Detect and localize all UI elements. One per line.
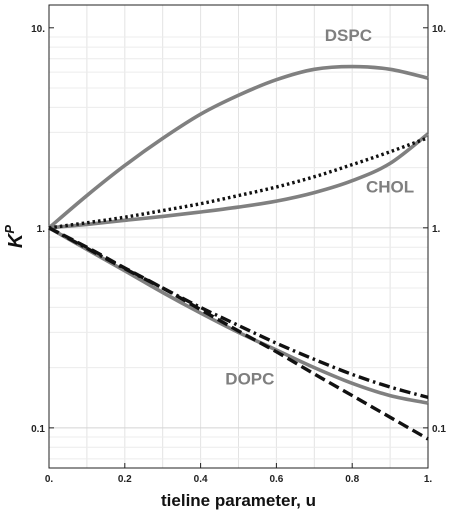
series-line-dspc — [47, 64, 429, 230]
x-tick-label: 0.6 — [269, 474, 283, 485]
grid — [49, 5, 428, 468]
x-tick-label: 0.2 — [118, 474, 132, 485]
series-line-dashed-5 — [48, 226, 429, 441]
annotations: DSPC CHOL DOPC — [225, 26, 414, 388]
x-tick-label: 0. — [45, 474, 54, 485]
y-tick-label-left: 10. — [31, 24, 45, 35]
annotation-dopc: DOPC — [225, 369, 274, 388]
annotation-chol: CHOL — [366, 178, 414, 197]
plot-frame — [48, 4, 429, 469]
y-tick-label-right: 0.1 — [432, 424, 446, 435]
y-axis-title: KP — [2, 225, 27, 248]
y-tick-label-right: 10. — [432, 24, 446, 35]
axis-ticks: 0. 0.2 0.4 0.6 0.8 1. 0.1 0.1 1. 1. 10. 10. — [31, 24, 446, 485]
series-group — [47, 64, 430, 441]
y-tick-label-left: 1. — [37, 224, 46, 235]
x-axis-title: tieline parameter, u — [161, 491, 316, 510]
x-tick-label: 0.4 — [194, 474, 208, 485]
annotation-dspc: DSPC — [325, 26, 372, 45]
y-axis-title-main: K — [5, 232, 27, 248]
y-tick-label-left: 0.1 — [31, 424, 45, 435]
x-tick-label: 1. — [424, 474, 433, 485]
series-line-chol — [48, 132, 430, 230]
y-tick-label-right: 1. — [432, 224, 441, 235]
x-tick-label: 0.8 — [345, 474, 359, 485]
y-axis-title-superscript: P — [2, 225, 17, 234]
